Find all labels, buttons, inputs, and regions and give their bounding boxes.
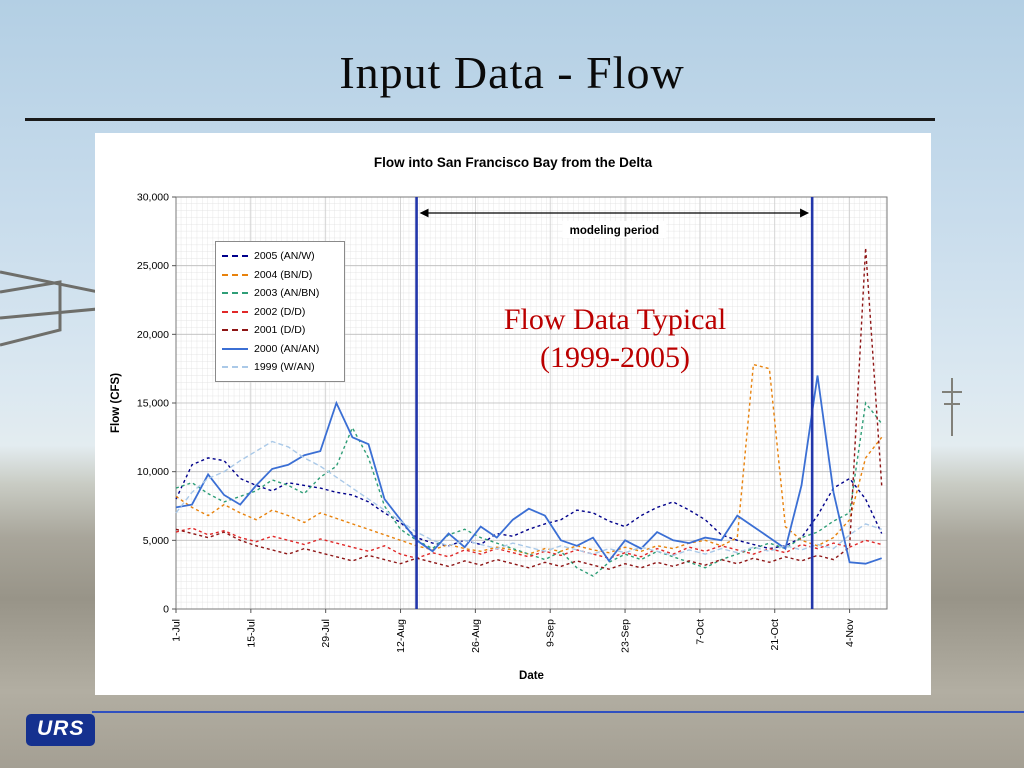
x-tick-label: 26-Aug bbox=[470, 619, 482, 653]
y-tick-label: 15,000 bbox=[137, 398, 169, 410]
legend-item: 2000 (AN/AN) bbox=[222, 340, 338, 359]
series-line-2001 bbox=[175, 247, 883, 570]
slide-title: Input Data - Flow bbox=[339, 47, 685, 98]
legend-swatch bbox=[222, 347, 248, 350]
footer-line bbox=[92, 711, 1024, 713]
legend-swatch bbox=[222, 329, 248, 332]
legend-item: 2002 (D/D) bbox=[222, 303, 338, 322]
x-tick-label: 12-Aug bbox=[395, 619, 407, 653]
y-axis-title: Flow (CFS) bbox=[110, 373, 122, 433]
legend-label: 1999 (W/AN) bbox=[254, 361, 315, 374]
legend-label: 2001 (D/D) bbox=[254, 324, 306, 337]
chart-title: Flow into San Francisco Bay from the Del… bbox=[373, 155, 653, 170]
annotation-typical-line2: (1999-2005) bbox=[540, 340, 690, 374]
legend-item: 2001 (D/D) bbox=[222, 321, 338, 340]
legend-swatch bbox=[222, 310, 248, 313]
y-tick-label: 30,000 bbox=[137, 192, 169, 204]
legend-item: 2003 (AN/BN) bbox=[222, 284, 338, 303]
legend-item: 2005 (AN/W) bbox=[222, 247, 338, 266]
chart-legend: 2005 (AN/W) 2004 (BN/D) 2003 (AN/BN) 2002 (… bbox=[215, 241, 345, 382]
y-tick-label: 5,000 bbox=[143, 535, 169, 547]
legend-item: 2004 (BN/D) bbox=[222, 266, 338, 285]
title-divider bbox=[25, 118, 935, 121]
x-tick-label: 9-Sep bbox=[545, 619, 557, 647]
modeling-period-label: modeling period bbox=[570, 225, 659, 237]
series-line-2005 bbox=[175, 457, 883, 550]
series-line-2000 bbox=[175, 375, 882, 565]
legend-label: 2002 (D/D) bbox=[254, 305, 306, 318]
tower-silhouette bbox=[942, 378, 962, 436]
x-axis-title: Date bbox=[519, 670, 544, 682]
urs-logo: URS bbox=[26, 714, 96, 746]
series-line-1999 bbox=[175, 440, 882, 557]
y-tick-label: 25,000 bbox=[137, 260, 169, 272]
legend-swatch bbox=[222, 366, 248, 369]
legend-label: 2000 (AN/AN) bbox=[254, 342, 320, 355]
legend-swatch bbox=[222, 255, 248, 258]
chart-panel: Flow into San Francisco Bay from the Del… bbox=[95, 133, 931, 695]
x-tick-label: 15-Jul bbox=[245, 619, 257, 648]
x-tick-label: 29-Jul bbox=[320, 619, 332, 648]
legend-item: 1999 (W/AN) bbox=[222, 358, 338, 377]
legend-label: 2004 (BN/D) bbox=[254, 268, 313, 281]
x-tick-label: 21-Oct bbox=[769, 619, 781, 651]
modeling-period-label-bg bbox=[562, 221, 667, 238]
x-tick-label: 4-Nov bbox=[844, 618, 856, 647]
annotation-typical-line1: Flow Data Typical bbox=[503, 303, 727, 336]
x-tick-label: 23-Sep bbox=[620, 619, 632, 653]
x-tick-label: 7-Oct bbox=[694, 619, 706, 645]
legend-swatch bbox=[222, 292, 248, 295]
x-tick-label: 1-Jul bbox=[171, 619, 183, 642]
legend-swatch bbox=[222, 273, 248, 276]
series-line-2004 bbox=[175, 363, 883, 555]
y-tick-label: 0 bbox=[163, 604, 169, 616]
flow-chart-svg: modeling period 0 5,000 10,000 15,000 20,000 2… bbox=[110, 192, 888, 682]
y-tick-label: 20,000 bbox=[137, 329, 169, 341]
legend-label: 2003 (AN/BN) bbox=[254, 287, 320, 300]
annotation-typical: Flow Data Typical (1999-2005) bbox=[445, 301, 785, 376]
legend-label: 2005 (AN/W) bbox=[254, 250, 315, 263]
y-tick-label: 10,000 bbox=[137, 466, 169, 478]
